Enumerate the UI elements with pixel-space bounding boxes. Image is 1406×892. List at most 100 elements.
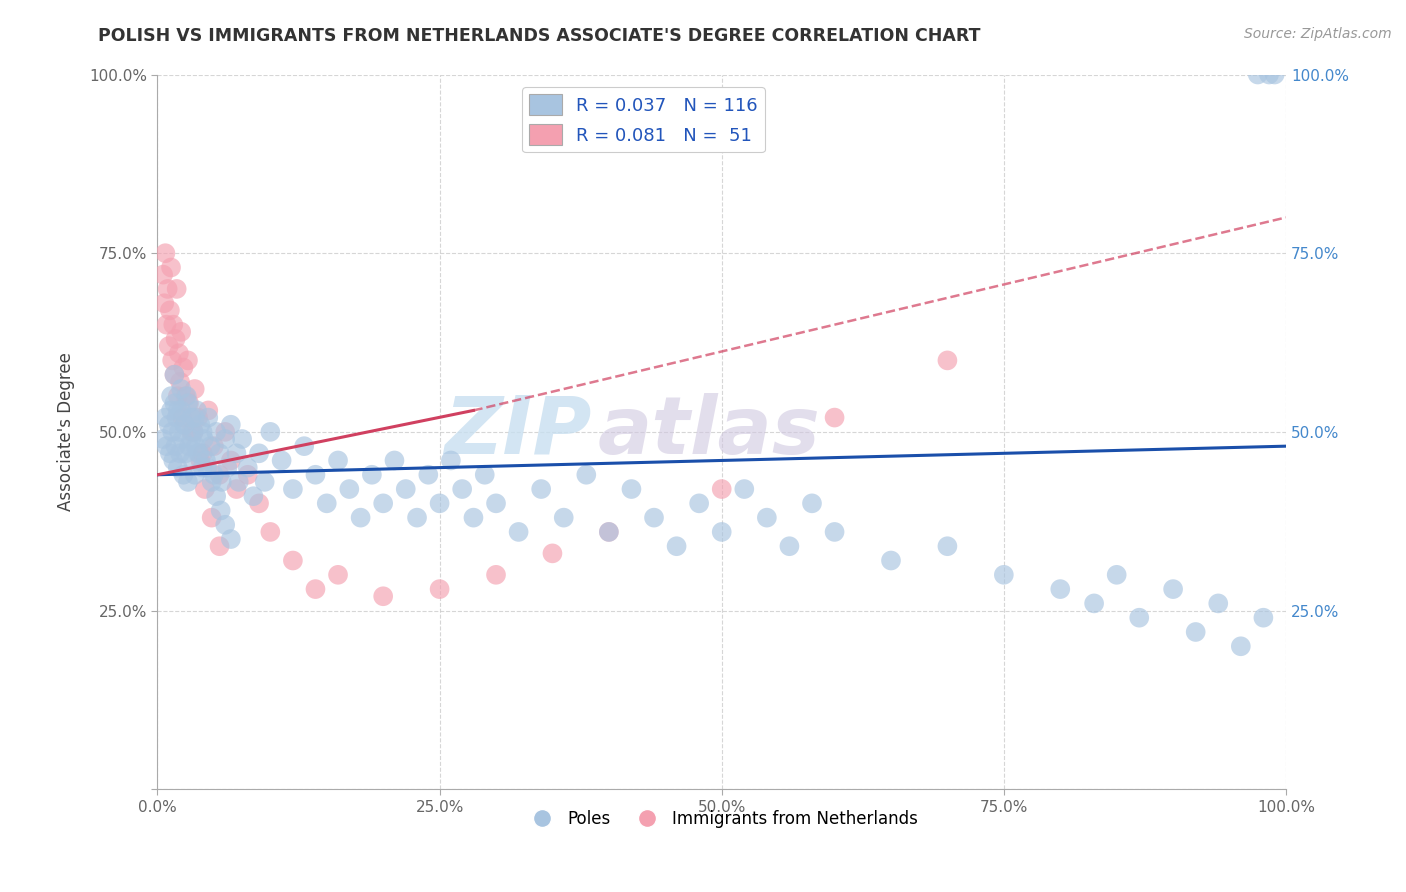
Point (190, 453, 212, 467)
Point (688, 496, 710, 510)
Point (181, 453, 204, 467)
Point (1049, 582, 1071, 596)
Point (778, 539, 800, 553)
Point (463, 510, 485, 524)
Point (183, 425, 205, 439)
Point (162, 453, 184, 467)
Point (508, 524, 530, 539)
Point (177, 439, 200, 453)
Point (183, 467, 205, 482)
Point (205, 489, 228, 503)
Point (242, 489, 264, 503)
Point (1253, 610, 1275, 624)
Point (710, 482, 733, 496)
Point (174, 446, 197, 460)
Point (173, 417, 195, 432)
Point (315, 496, 337, 510)
Point (247, 496, 270, 510)
Point (156, 282, 179, 296)
Point (214, 425, 236, 439)
Point (236, 467, 259, 482)
Point (187, 446, 209, 460)
Point (170, 382, 193, 396)
Point (824, 524, 846, 539)
Point (187, 410, 209, 425)
Point (166, 410, 188, 425)
Point (1258, 68, 1281, 82)
Point (326, 453, 349, 467)
Point (225, 446, 247, 460)
Point (177, 353, 200, 368)
Point (201, 510, 224, 524)
Point (180, 432, 202, 446)
Point (166, 460, 188, 475)
Point (665, 539, 688, 553)
Point (165, 332, 187, 346)
Point (485, 567, 508, 582)
Point (993, 567, 1015, 582)
Point (155, 246, 177, 260)
Point (202, 439, 225, 453)
Point (1264, 68, 1286, 82)
Point (177, 396, 200, 410)
Point (575, 467, 598, 482)
Point (170, 325, 193, 339)
Point (173, 417, 195, 432)
Point (184, 439, 207, 453)
Point (163, 396, 186, 410)
Point (152, 432, 174, 446)
Point (225, 482, 247, 496)
Point (733, 482, 755, 496)
Point (1206, 596, 1229, 610)
Point (194, 482, 217, 496)
Y-axis label: Associate's Degree: Associate's Degree (58, 352, 75, 511)
Point (553, 510, 575, 524)
Point (197, 410, 219, 425)
Point (155, 318, 177, 332)
Text: POLISH VS IMMIGRANTS FROM NETHERLANDS ASSOCIATE'S DEGREE CORRELATION CHART: POLISH VS IMMIGRANTS FROM NETHERLANDS AS… (98, 27, 981, 45)
Point (176, 389, 198, 403)
Point (211, 475, 233, 489)
Point (801, 496, 824, 510)
Point (208, 539, 231, 553)
Point (485, 496, 508, 510)
Point (1247, 68, 1270, 82)
Text: ZIP: ZIP (444, 392, 592, 471)
Point (166, 389, 188, 403)
Point (172, 467, 194, 482)
Point (202, 467, 225, 482)
Point (183, 410, 205, 425)
Point (214, 432, 236, 446)
Point (429, 496, 451, 510)
Point (451, 482, 474, 496)
Point (183, 382, 205, 396)
Point (1083, 596, 1105, 610)
Point (253, 475, 276, 489)
Point (1230, 640, 1253, 654)
Point (217, 460, 239, 475)
Point (162, 318, 184, 332)
Point (208, 446, 231, 460)
Point (180, 410, 202, 425)
Point (755, 510, 778, 524)
Point (169, 446, 191, 460)
Point (281, 553, 304, 567)
Point (160, 353, 183, 368)
Point (373, 496, 395, 510)
Point (193, 432, 215, 446)
Text: Source: ZipAtlas.com: Source: ZipAtlas.com (1244, 27, 1392, 41)
Point (166, 403, 188, 417)
Point (373, 589, 395, 603)
Point (598, 524, 620, 539)
Point (880, 553, 903, 567)
Point (191, 425, 214, 439)
Point (292, 439, 315, 453)
Point (191, 446, 214, 460)
Point (259, 524, 281, 539)
Point (228, 475, 250, 489)
Point (169, 375, 191, 389)
Point (188, 446, 211, 460)
Point (166, 282, 188, 296)
Point (191, 460, 214, 475)
Point (1184, 625, 1206, 640)
